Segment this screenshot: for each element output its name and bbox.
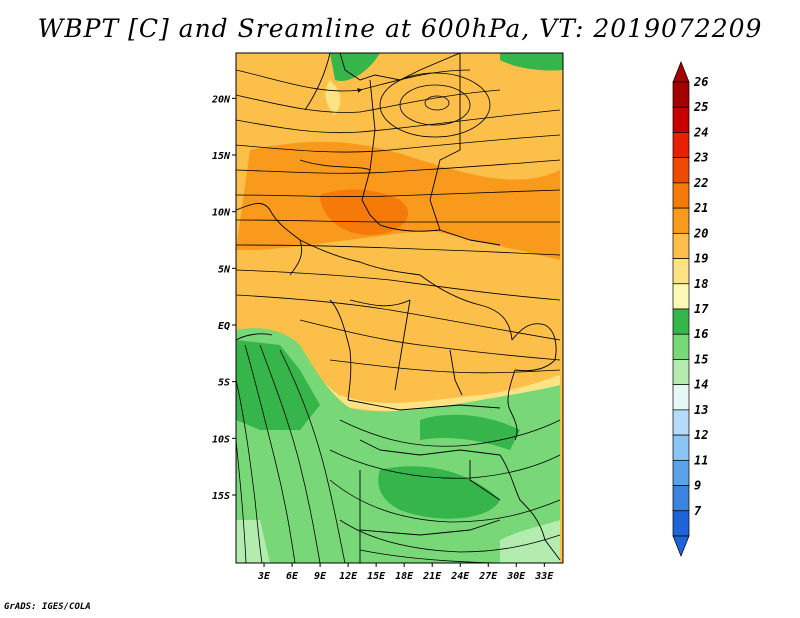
colorbar-label: 14 [694, 378, 708, 392]
colorbar-label: 23 [693, 151, 708, 165]
lon-tick-label: 24E [450, 571, 470, 582]
colorbar-segment [672, 308, 690, 335]
colorbar-label: 19 [694, 252, 708, 266]
lon-tick-label: 9E [314, 571, 327, 582]
colorbar-segment [672, 434, 690, 461]
lat-tick-label: 15N [212, 151, 231, 162]
colorbar-segment [672, 283, 690, 310]
colorbar-segment [672, 157, 690, 184]
colorbar-label: 26 [693, 75, 708, 89]
colorbar-label: 18 [694, 277, 708, 291]
colorbar-segment [672, 409, 690, 436]
lon-tick-label: 6E [286, 571, 299, 582]
lat-tick-label: 10S [212, 434, 230, 445]
colorbar-label: 12 [694, 428, 708, 442]
colorbar-label: 13 [694, 403, 708, 417]
colorbar-label: 24 [693, 125, 708, 139]
footer-credit: GrADS: IGES/COLA [4, 602, 91, 612]
lat-tick-label: EQ [218, 321, 230, 332]
colorbar-top-arrow [672, 61, 690, 83]
colorbar-label: 7 [694, 504, 702, 518]
lon-tick-label: 27E [478, 571, 498, 582]
colorbar-segment [672, 333, 690, 360]
colorbar-segment [672, 258, 690, 285]
lat-tick-label: 5S [218, 378, 230, 389]
colorbar-bottom-arrow [672, 535, 690, 557]
streamlines [236, 69, 561, 563]
map-title: WBPT [C] and Sreamline at 600hPa, VT: 20… [37, 14, 763, 43]
lon-tick-label: 33E [534, 571, 554, 582]
colorbar-segment [672, 510, 690, 537]
colorbar-segment [672, 81, 690, 108]
map-frame [235, 52, 564, 564]
colorbar-segment [672, 106, 690, 133]
lon-tick-label: 15E [367, 571, 386, 582]
lon-tick-label: 30E [506, 571, 526, 582]
colorbar-segment [672, 485, 690, 512]
lat-tick-label: 10N [212, 208, 231, 219]
colorbar-label: 17 [694, 302, 709, 316]
lon-tick-label: 3E [257, 571, 271, 582]
colorbar-label: 16 [694, 327, 708, 341]
wbpt-field [236, 53, 563, 563]
colorbar: 26 25 24 23 22 21 20 19 18 17 16 15 14 13 12 11 9 7 [672, 61, 709, 557]
colorbar-label: 22 [693, 176, 708, 190]
lat-tick-label: 20N [211, 94, 231, 105]
lon-tick-label: 12E [339, 571, 358, 582]
colorbar-segment [672, 232, 690, 259]
colorbar-label: 20 [693, 226, 708, 240]
colorbar-label: 11 [694, 453, 708, 467]
lon-tick-label: 21E [422, 571, 442, 582]
colorbar-segment [672, 459, 690, 486]
colorbar-label: 9 [694, 479, 701, 493]
longitude-axis: 3E 6E 9E 12E 15E 18E 21E 24E 27E 30E 33E [257, 563, 554, 582]
colorbar-segment [672, 207, 690, 234]
colorbar-segment [672, 132, 690, 159]
colorbar-segment [672, 182, 690, 209]
colorbar-label: 25 [693, 100, 708, 114]
colorbar-segment [672, 359, 690, 386]
latitude-axis: 20N 15N 10N 5N EQ 5S 10S 15S [211, 94, 236, 502]
lat-tick-label: 5N [218, 264, 231, 275]
lon-tick-label: 18E [395, 571, 414, 582]
colorbar-label: 21 [693, 201, 708, 215]
country-borders [236, 53, 561, 563]
colorbar-label: 15 [694, 352, 708, 366]
colorbar-segment [672, 384, 690, 411]
lat-tick-label: 15S [212, 491, 230, 502]
